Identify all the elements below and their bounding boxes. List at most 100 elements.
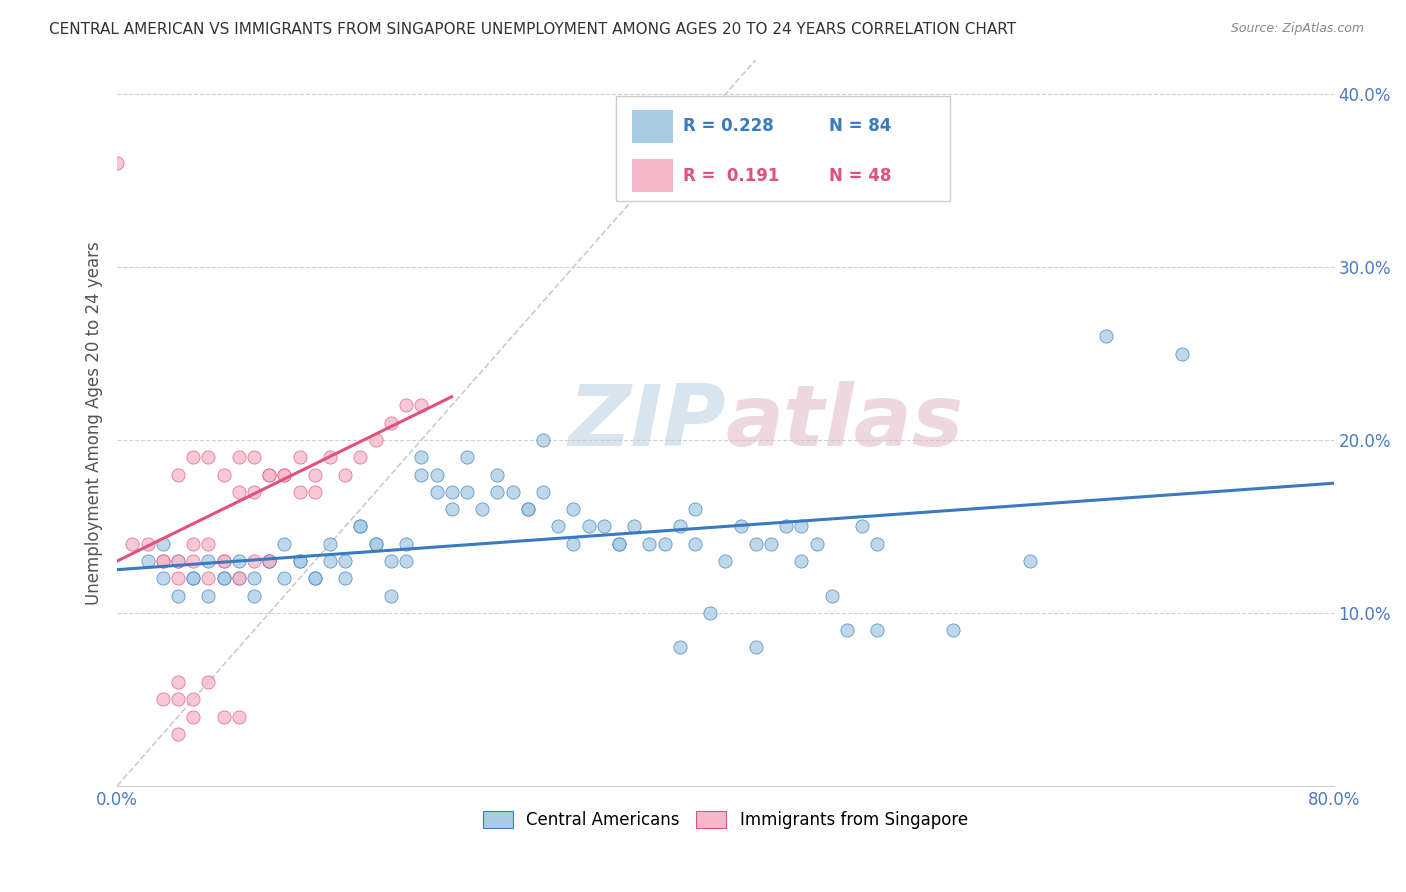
Point: [425, 467, 447, 482]
Point: [121, 537, 143, 551]
Point: [380, 416, 402, 430]
Point: [212, 554, 235, 568]
Point: [228, 484, 250, 499]
Point: [531, 484, 554, 499]
Point: [243, 571, 266, 585]
Point: [197, 675, 219, 690]
Point: [212, 709, 235, 723]
Point: [531, 433, 554, 447]
Point: [273, 537, 295, 551]
Point: [440, 502, 463, 516]
Point: [197, 589, 219, 603]
Point: [257, 467, 280, 482]
Point: [167, 571, 190, 585]
Point: [304, 484, 326, 499]
Point: [212, 571, 235, 585]
Point: [683, 502, 706, 516]
Point: [942, 623, 965, 637]
Point: [228, 450, 250, 465]
Point: [411, 398, 433, 412]
Point: [167, 554, 190, 568]
Point: [212, 467, 235, 482]
Point: [181, 709, 204, 723]
Point: [181, 537, 204, 551]
Point: [364, 537, 387, 551]
Point: [1170, 346, 1192, 360]
Point: [607, 537, 630, 551]
Point: [456, 450, 478, 465]
Point: [349, 519, 371, 533]
Point: [152, 537, 174, 551]
Point: [228, 571, 250, 585]
Point: [152, 692, 174, 706]
Point: [181, 692, 204, 706]
Point: [835, 623, 858, 637]
Point: [136, 554, 159, 568]
Point: [668, 519, 690, 533]
Point: [304, 571, 326, 585]
Point: [486, 484, 509, 499]
Point: [319, 537, 342, 551]
Point: [181, 554, 204, 568]
Point: [243, 554, 266, 568]
Point: [105, 156, 128, 170]
Point: [516, 502, 538, 516]
Point: [167, 554, 190, 568]
Point: [714, 554, 737, 568]
Point: [440, 484, 463, 499]
Point: [592, 519, 614, 533]
Text: atlas: atlas: [725, 381, 963, 464]
Point: [562, 537, 585, 551]
Point: [471, 502, 494, 516]
Point: [607, 537, 630, 551]
Point: [181, 571, 204, 585]
Point: [699, 606, 721, 620]
Point: [243, 484, 266, 499]
Point: [1094, 329, 1116, 343]
Point: [1018, 554, 1040, 568]
Point: [288, 484, 311, 499]
Point: [335, 571, 357, 585]
FancyBboxPatch shape: [631, 160, 673, 192]
Point: [683, 537, 706, 551]
Point: [197, 571, 219, 585]
Point: [136, 537, 159, 551]
Point: [395, 398, 418, 412]
Text: R =  0.191: R = 0.191: [683, 167, 779, 185]
Point: [181, 571, 204, 585]
Point: [806, 537, 828, 551]
Point: [288, 554, 311, 568]
Text: R = 0.228: R = 0.228: [683, 118, 773, 136]
Point: [456, 484, 478, 499]
Point: [273, 467, 295, 482]
Point: [425, 484, 447, 499]
Point: [866, 537, 889, 551]
Point: [335, 554, 357, 568]
Point: [730, 519, 752, 533]
Point: [288, 554, 311, 568]
Point: [349, 450, 371, 465]
Point: [547, 519, 569, 533]
Point: [380, 554, 402, 568]
Text: CENTRAL AMERICAN VS IMMIGRANTS FROM SINGAPORE UNEMPLOYMENT AMONG AGES 20 TO 24 Y: CENTRAL AMERICAN VS IMMIGRANTS FROM SING…: [49, 22, 1017, 37]
Point: [745, 537, 768, 551]
Text: ZIP: ZIP: [568, 381, 725, 464]
Point: [486, 467, 509, 482]
Point: [654, 537, 676, 551]
Point: [243, 589, 266, 603]
Point: [668, 640, 690, 655]
Point: [197, 537, 219, 551]
Point: [228, 571, 250, 585]
Text: Source: ZipAtlas.com: Source: ZipAtlas.com: [1230, 22, 1364, 36]
Point: [790, 519, 813, 533]
Point: [257, 554, 280, 568]
Point: [775, 519, 797, 533]
Point: [257, 554, 280, 568]
Point: [152, 554, 174, 568]
Point: [395, 537, 418, 551]
Point: [623, 519, 645, 533]
Point: [167, 675, 190, 690]
Point: [759, 537, 782, 551]
Point: [228, 709, 250, 723]
Point: [273, 571, 295, 585]
